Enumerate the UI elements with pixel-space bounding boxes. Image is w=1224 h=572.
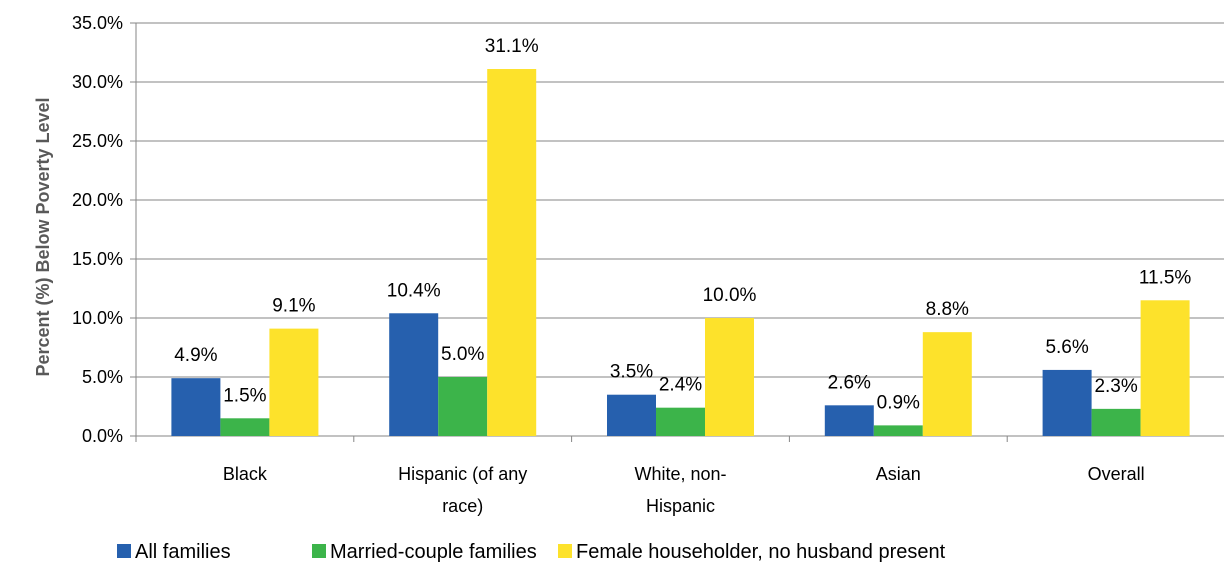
bar bbox=[873, 425, 923, 436]
bar bbox=[824, 405, 874, 436]
y-axis-title: Percent (%) Below Poverty Level bbox=[33, 97, 53, 376]
bar bbox=[438, 377, 488, 436]
legend-item: Female householder, no husband present bbox=[558, 541, 946, 563]
x-tick-label: Asian bbox=[876, 464, 921, 484]
x-tick-label: White, non-Hispanic bbox=[634, 464, 726, 516]
x-tick-label: Hispanic (of any race) bbox=[398, 464, 527, 516]
bar bbox=[269, 328, 319, 436]
gridlines bbox=[136, 22, 1224, 378]
data-label: 11.5% bbox=[1139, 267, 1192, 288]
bar bbox=[922, 332, 972, 436]
bar bbox=[656, 407, 705, 436]
legend-item: All families bbox=[117, 541, 231, 563]
data-label: 10.4% bbox=[387, 280, 441, 301]
data-label: 8.8% bbox=[926, 299, 969, 320]
bar bbox=[171, 378, 221, 436]
data-label: 2.6% bbox=[828, 372, 871, 393]
data-label: 2.3% bbox=[1094, 376, 1137, 397]
bar bbox=[487, 69, 537, 437]
legend-item: Married-couple families bbox=[312, 541, 537, 563]
data-label: 10.0% bbox=[703, 285, 757, 306]
axes: 0.0% 5.0% 10.0% 15.0% 20.0% 25.0% 30.0% 35.0% Bl… bbox=[72, 13, 1224, 516]
y-tick-label: 20.0% bbox=[72, 190, 123, 210]
bar bbox=[220, 418, 270, 436]
bar bbox=[389, 313, 439, 436]
y-tick-label: 10.0% bbox=[72, 308, 123, 328]
x-tick-label: Overall bbox=[1088, 464, 1145, 484]
data-label: 5.0% bbox=[441, 344, 484, 365]
data-label: 3.5% bbox=[610, 362, 653, 383]
bar bbox=[607, 394, 656, 436]
data-label: 4.9% bbox=[174, 345, 217, 366]
bar bbox=[1140, 300, 1190, 436]
legend-label: Married-couple families bbox=[330, 541, 537, 563]
data-label: 2.4% bbox=[659, 375, 702, 396]
y-tick-label: 35.0% bbox=[72, 13, 123, 33]
bar bbox=[1091, 408, 1141, 436]
x-tick-label: Black bbox=[223, 464, 268, 484]
legend-swatch bbox=[558, 544, 572, 558]
legend: All families Married-couple families Femal… bbox=[117, 541, 946, 563]
bar bbox=[705, 318, 754, 436]
legend-swatch bbox=[117, 544, 131, 558]
legend-swatch bbox=[312, 544, 326, 558]
data-label: 9.1% bbox=[272, 296, 315, 317]
data-label: 31.1% bbox=[485, 36, 539, 57]
y-tick-label: 0.0% bbox=[82, 426, 123, 446]
y-tick-label: 5.0% bbox=[82, 367, 123, 387]
data-labels: 4.9% 1.5% 9.1% 10.4% 5.0% 31.1% 3.5% 2.4% 10.0% 2… bbox=[174, 36, 1191, 413]
data-label: 0.9% bbox=[877, 392, 920, 413]
bars bbox=[171, 69, 1190, 437]
data-label: 5.6% bbox=[1045, 337, 1088, 358]
legend-label: All families bbox=[135, 541, 231, 563]
y-tick-label: 25.0% bbox=[72, 131, 123, 151]
data-label: 1.5% bbox=[223, 385, 266, 406]
legend-label: Female householder, no husband present bbox=[576, 541, 946, 563]
y-tick-label: 30.0% bbox=[72, 72, 123, 92]
y-tick-label: 15.0% bbox=[72, 249, 123, 269]
bar bbox=[1042, 369, 1092, 436]
